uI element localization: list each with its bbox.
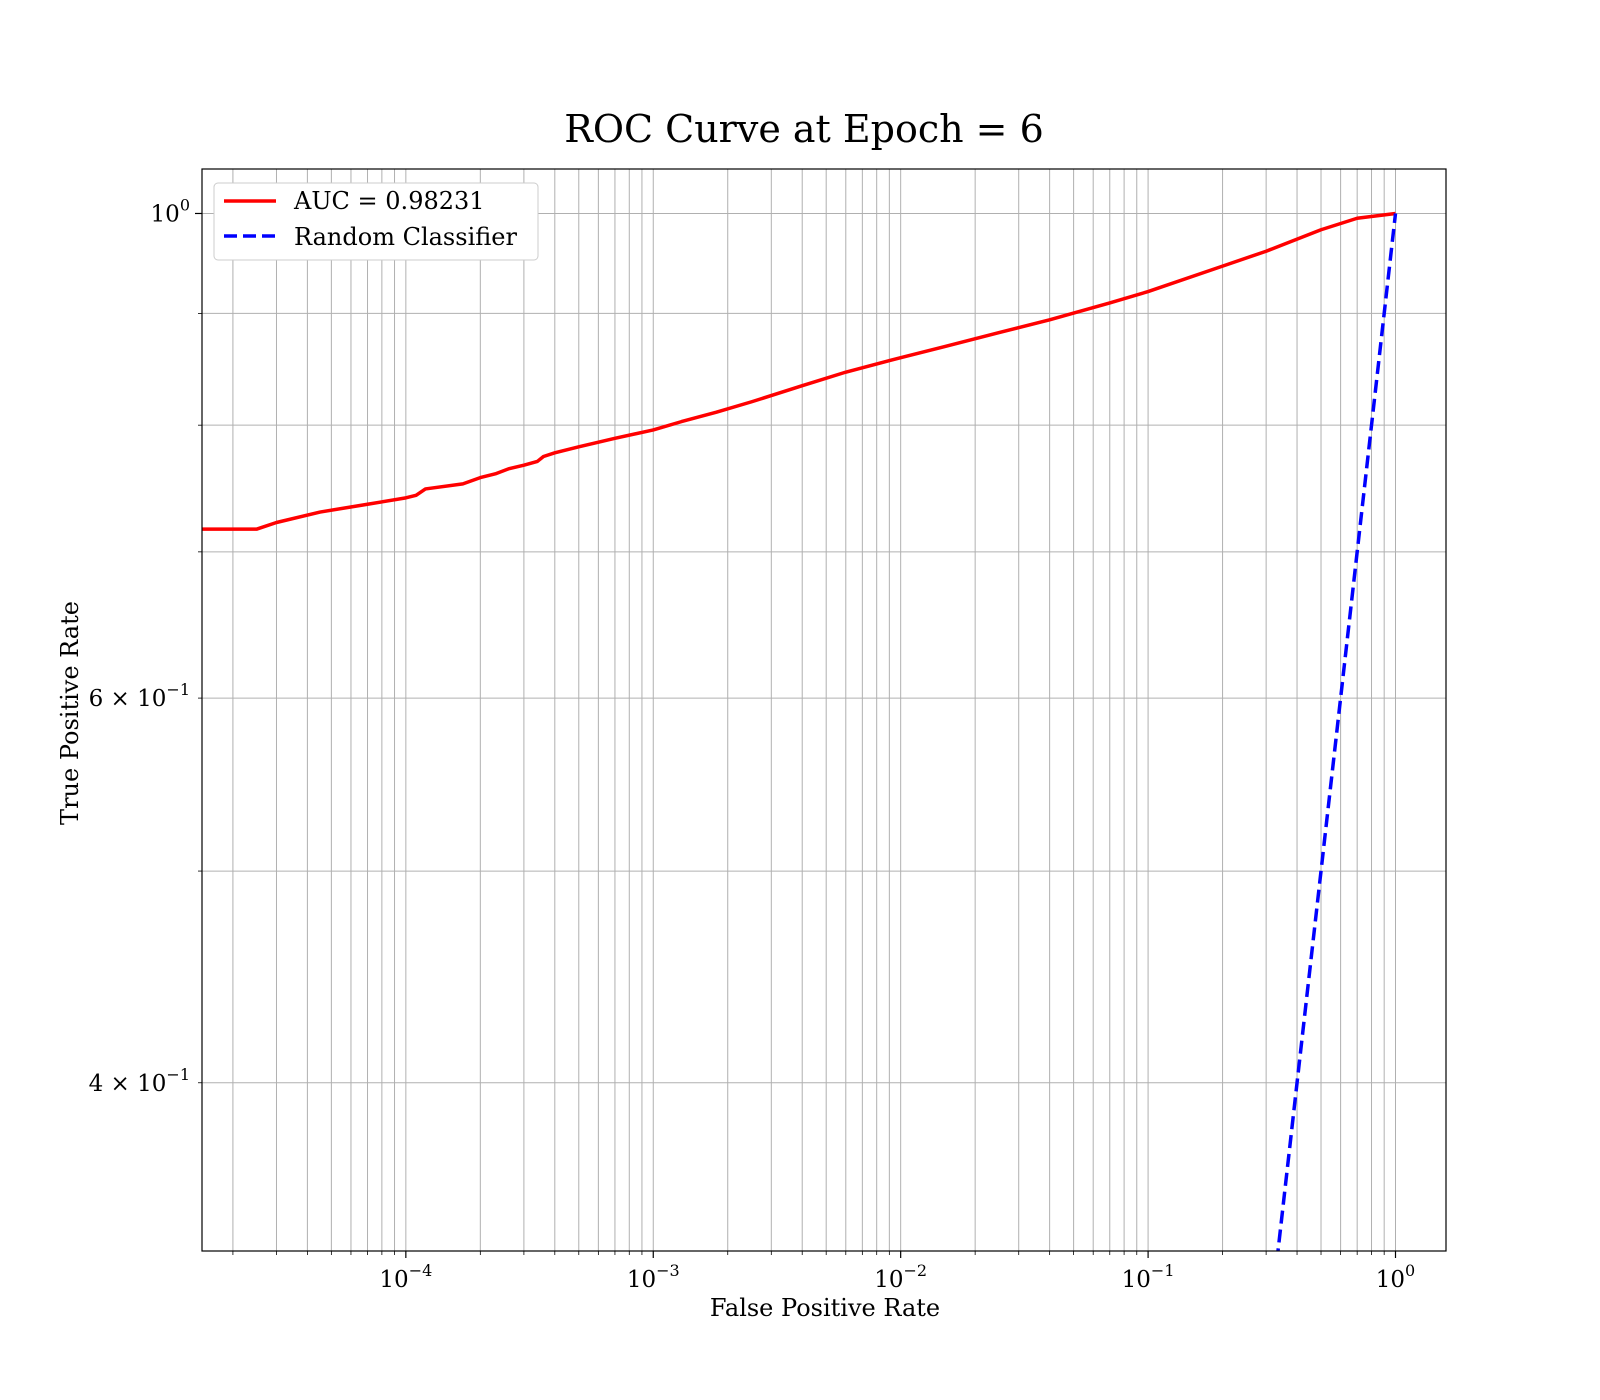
ticks-layer: [195, 212, 1397, 1258]
x-tick-label: 10−4: [379, 1261, 432, 1293]
y-tick-label-base: 10: [137, 686, 166, 712]
y-tick-label: 4 × 10−1: [89, 1065, 190, 1097]
y-tick-label-mantissa: 4 ×: [89, 1071, 138, 1097]
x-tick-label-exponent: −3: [656, 1261, 680, 1280]
x-tick-label-exponent: 0: [1405, 1261, 1415, 1280]
legend-frame: [213, 182, 539, 261]
x-tick-label: 100: [1376, 1261, 1415, 1293]
series-layer: [202, 211, 1398, 1251]
legend: AUC = 0.98231 Random Classifier: [213, 182, 539, 261]
legend-label-random-classifier: Random Classifier: [294, 223, 517, 251]
chart-title: ROC Curve at Epoch = 6: [564, 107, 1044, 151]
x-tick-label: 10−2: [874, 1261, 927, 1293]
y-tick-label-base: 10: [151, 201, 180, 227]
roc-curve-line: [202, 211, 1396, 531]
x-axis-label: False Positive Rate: [710, 1294, 940, 1322]
y-tick-label: 100: [151, 195, 190, 227]
x-tick-label-exponent: −2: [904, 1261, 928, 1280]
x-tick-label: 10−1: [1122, 1261, 1175, 1293]
legend-label-auc: AUC = 0.98231: [293, 187, 485, 215]
y-tick-label-base: 10: [137, 1071, 166, 1097]
y-tick-label-mantissa: 6 ×: [89, 686, 138, 712]
x-tick-label-exponent: −1: [1151, 1261, 1175, 1280]
grid-layer: [202, 169, 1446, 1251]
x-tick-label-base: 10: [627, 1267, 656, 1293]
x-tick-label-base: 10: [379, 1267, 408, 1293]
y-tick-label-exponent: −1: [166, 680, 190, 699]
x-tick-label-base: 10: [874, 1267, 903, 1293]
plot-frame: [201, 168, 1447, 1252]
x-tick-label-base: 10: [1122, 1267, 1151, 1293]
y-tick-label-exponent: −1: [166, 1065, 190, 1084]
x-tick-label: 10−3: [627, 1261, 680, 1293]
y-tick-label: 6 × 10−1: [89, 680, 190, 712]
y-axis-label: True Positive Rate: [56, 601, 84, 825]
random-classifier-line: [1276, 213, 1398, 1251]
x-tick-label-exponent: −4: [409, 1261, 433, 1280]
x-tick-label-base: 10: [1376, 1267, 1405, 1293]
y-tick-label-exponent: 0: [180, 195, 190, 214]
